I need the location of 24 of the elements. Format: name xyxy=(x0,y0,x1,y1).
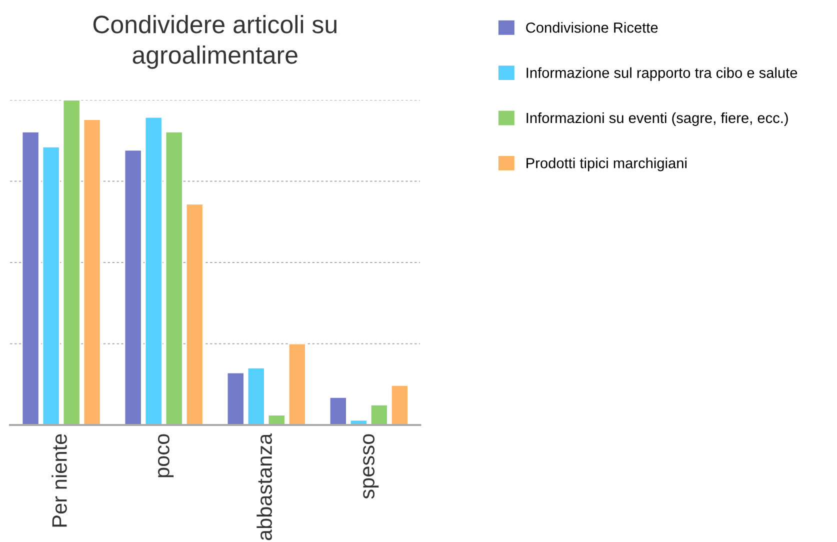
x-tick-label: abbastanza xyxy=(256,433,272,540)
chart-title: Condividere articoli su agroalimentare xyxy=(93,15,336,69)
x-tick-label: Per niente xyxy=(52,434,67,527)
bar xyxy=(390,384,409,425)
legend-label: Condivisione Ricette xyxy=(526,22,658,33)
bar xyxy=(165,131,184,425)
bar xyxy=(370,404,388,425)
bar xyxy=(226,372,245,425)
bar xyxy=(288,343,306,425)
bar xyxy=(83,118,102,425)
bar xyxy=(42,146,60,425)
bar xyxy=(186,203,204,425)
bar xyxy=(247,367,266,425)
bar xyxy=(62,100,81,425)
x-tick-label: spesso xyxy=(363,434,379,499)
bar xyxy=(22,131,40,425)
bar xyxy=(144,116,163,425)
x-tick-label: poco xyxy=(158,434,174,478)
legend-label: Prodotti tipici marchigiani xyxy=(526,158,686,172)
bar xyxy=(124,149,142,425)
legend-label: Informazione sul rapporto tra cibo e salute xyxy=(526,67,798,81)
legend-label: Informazioni su eventi (sagre, fiere, ecc.) xyxy=(526,112,788,126)
bar xyxy=(329,396,348,425)
bar xyxy=(268,414,286,425)
